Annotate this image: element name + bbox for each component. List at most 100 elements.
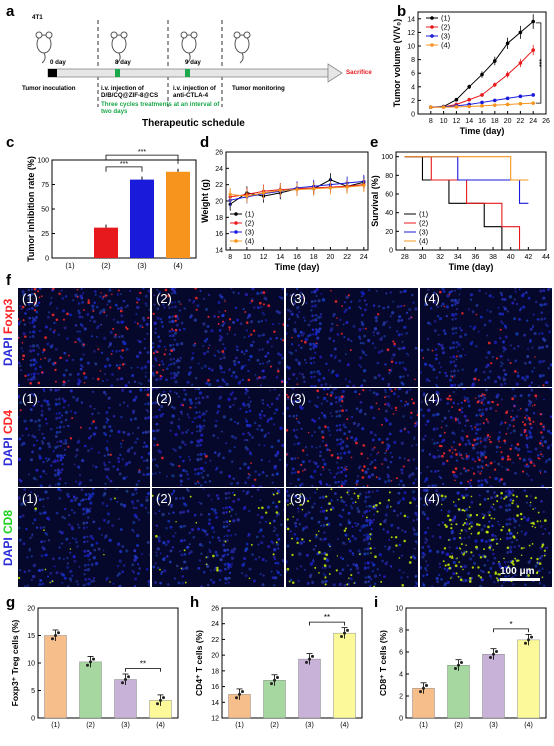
data-dot: [343, 631, 346, 635]
panel-label-b: b: [397, 3, 407, 20]
legend-label: (3): [245, 228, 255, 237]
x-tick-label: (2): [270, 722, 279, 729]
monitoring-label: Tumor monitoring: [232, 85, 285, 92]
x-tick-label: 10: [243, 254, 251, 261]
data-point: [467, 97, 471, 102]
data-point: [493, 59, 497, 63]
y-tick-label: 20: [385, 229, 393, 236]
data-point: [480, 100, 484, 105]
y-tick-label: 80: [385, 173, 393, 180]
data-point: [493, 98, 497, 103]
therapeutic-schematic: 4T1 0 day 8 day 9 day Tumor inoculation …: [14, 12, 394, 132]
legend-label: (4): [419, 237, 429, 246]
data-point: [531, 93, 535, 97]
micrograph-group-label: (3): [290, 491, 306, 506]
data-point: [518, 30, 523, 35]
y-tick-label: 40: [385, 210, 393, 217]
y-tick-label: 6: [411, 71, 415, 78]
significance-bracket: [309, 621, 345, 626]
y-axis-label: Foxp3⁺ Treg cells (%): [10, 619, 20, 706]
significance-bracket: [125, 668, 161, 672]
data-point: [505, 41, 510, 46]
micrograph-texture: [286, 488, 418, 587]
data-point: [480, 104, 484, 108]
y-axis-label: CD4⁺ T cells (%): [194, 630, 204, 696]
bar-3: [114, 679, 137, 719]
data-dot: [89, 660, 92, 664]
data-dot: [54, 634, 57, 637]
legend-label: (4): [245, 237, 255, 246]
legend-label: (3): [419, 228, 429, 237]
legend-label: (3): [441, 32, 451, 41]
bar-4: [517, 639, 540, 719]
y-tick-label: 16: [215, 231, 223, 238]
mouse-icon: [233, 31, 251, 64]
y-tick-label: 25: [41, 231, 49, 238]
legend-marker: [430, 43, 434, 47]
data-dot: [270, 682, 273, 686]
data-point: [531, 19, 535, 24]
data-point: [505, 102, 510, 107]
timeline-arrow: [47, 63, 343, 83]
stain-dapi: DAPI: [1, 433, 15, 466]
x-tick-label: 30: [419, 254, 427, 261]
data-point: [362, 183, 366, 188]
data-dot: [311, 654, 314, 658]
x-tick-label: (2): [86, 722, 95, 729]
legend-marker: [430, 16, 434, 20]
y-tick-label: 4: [411, 84, 415, 91]
x-tick-label: (2): [454, 722, 463, 729]
data-dot: [273, 678, 276, 682]
x-tick-label: 12: [453, 118, 461, 125]
x-tick-label: 8: [228, 254, 232, 261]
x-tick-label: 24: [529, 118, 537, 125]
significance-bracket: [493, 628, 529, 633]
micrograph-texture: [152, 288, 284, 387]
y-tick-label: 24: [215, 166, 223, 173]
micrograph-texture: [286, 388, 418, 487]
data-point: [228, 192, 232, 197]
data-dot: [495, 649, 498, 653]
x-tick-label: 16: [293, 254, 301, 261]
y-tick-label: 100: [37, 158, 49, 165]
data-point: [245, 194, 249, 198]
treg-chart: 0 5 10 15 20 Foxp3⁺ Treg cells (%) (1) (2) (3) (4…: [10, 606, 179, 729]
micrograph-r2-c4: (4): [420, 388, 552, 487]
y-tick-label: 0: [399, 716, 403, 723]
plot-frame: [395, 151, 547, 251]
data-point: [531, 48, 535, 52]
legend-label: (1): [441, 14, 451, 23]
cell-line-label: 4T1: [32, 14, 43, 21]
data-point: [531, 101, 535, 105]
data-dot: [162, 696, 165, 700]
data-point: [467, 104, 471, 109]
micrograph-group-label: (2): [156, 491, 172, 506]
day0-label: 0 day: [50, 59, 66, 66]
y-tick-label: 12: [407, 30, 415, 37]
data-dot: [308, 657, 311, 661]
data-point: [518, 94, 523, 99]
data-point: [493, 103, 497, 107]
data-dot: [127, 675, 130, 679]
bar-2: [79, 661, 102, 719]
x-tick-label: 22: [343, 254, 351, 261]
x-tick-label: (3): [137, 261, 147, 270]
data-dot: [276, 676, 279, 680]
micrograph-texture: [420, 488, 551, 587]
x-tick-label: (3): [489, 722, 498, 729]
legend-marker: [234, 239, 238, 243]
x-tick-label: 14: [276, 254, 284, 261]
bar-2: [94, 227, 118, 258]
x-axis-label: Time (day): [449, 262, 494, 272]
micrograph-group-label: (4): [424, 291, 440, 306]
data-point: [505, 96, 510, 101]
panel-label-g: g: [6, 594, 16, 611]
legend-label: (1): [419, 210, 429, 219]
scale-bar: 100 μm: [500, 566, 540, 581]
y-tick-label: 10: [395, 606, 403, 613]
sacrifice-label: Sacrifice: [346, 69, 372, 76]
data-dot: [454, 667, 457, 670]
y-tick-label: 0: [389, 248, 393, 255]
y-tick-label: 20: [215, 199, 223, 206]
y-tick-label: 14: [407, 16, 415, 23]
